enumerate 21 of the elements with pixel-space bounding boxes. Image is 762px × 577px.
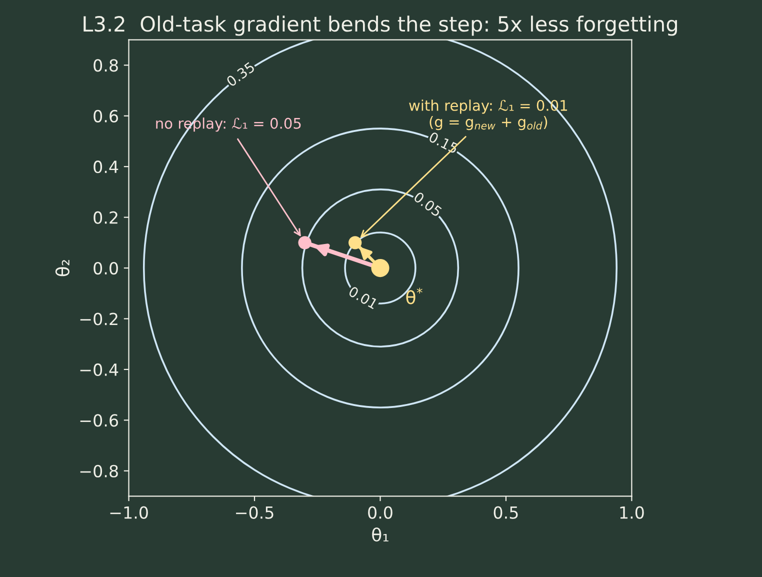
x-tick-label: 0.5 <box>494 506 518 519</box>
x-tick-label: 0.0 <box>368 506 392 519</box>
chart-title: L3.2 Old-task gradient bends the step: 5x less forgetting <box>84 16 677 36</box>
y-tick-label: 0.4 <box>94 160 118 174</box>
series-label: θ$^{*}$ <box>406 288 422 304</box>
y-tick-label: 0.0 <box>94 262 118 275</box>
y-tick-label: −0.6 <box>80 414 118 427</box>
y-tick-label: −0.4 <box>80 363 118 376</box>
x-tick-label: −1.0 <box>110 506 148 519</box>
annotation: 0.15 <box>428 131 459 154</box>
annotation: 0.01 <box>348 286 378 310</box>
x-tick-label: −0.5 <box>236 506 274 519</box>
y-tick-label: 0.2 <box>94 211 118 224</box>
x-tick-label: 1.0 <box>620 506 644 519</box>
y-tick-label: −0.2 <box>80 312 118 326</box>
y-tick-label: −0.8 <box>80 464 118 478</box>
y-tick-label: 0.6 <box>94 110 118 122</box>
annotation: 0.05 <box>413 191 442 218</box>
y-axis-title: θ₂ <box>55 260 70 276</box>
x-axis-title: θ₁ <box>372 527 388 542</box>
y-tick-label: 0.8 <box>94 59 118 72</box>
